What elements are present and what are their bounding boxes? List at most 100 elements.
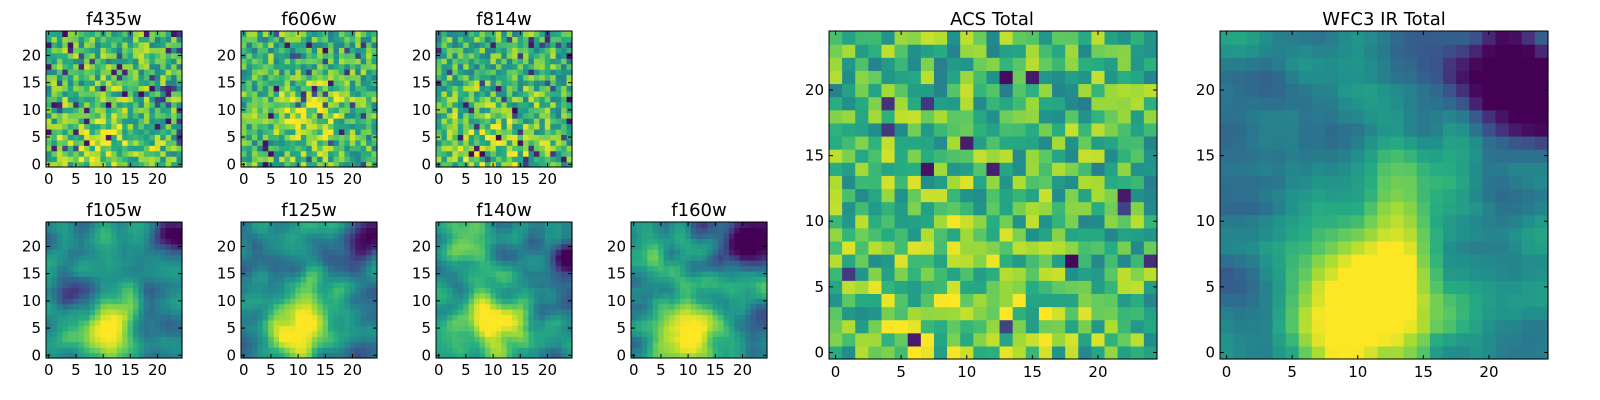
heatmap-cell [84, 52, 91, 59]
heatmap-cell [894, 214, 909, 229]
heatmap-cell [512, 341, 519, 348]
heatmap-cell [723, 341, 730, 348]
heatmap-cell [855, 332, 869, 347]
heatmap-cell [300, 112, 307, 119]
heatmap-cell [84, 74, 91, 81]
heatmap-cell [100, 112, 107, 119]
heatmap-cell [1091, 240, 1106, 255]
heatmap-cell [51, 227, 58, 234]
heatmap-cell [750, 325, 757, 332]
heatmap-cell [452, 222, 459, 229]
heatmap-cell [62, 69, 69, 76]
heatmap-cell [46, 74, 53, 81]
heatmap-cell [338, 90, 345, 97]
heatmap-cell [360, 222, 367, 229]
heatmap-cell [349, 79, 356, 86]
heatmap-cell [46, 150, 53, 157]
heatmap-cell [344, 249, 351, 256]
heatmap-cell [89, 260, 96, 267]
heatmap-cell [973, 332, 988, 347]
heatmap-cell [1143, 345, 1158, 360]
heatmap-cell [718, 303, 725, 310]
heatmap-cell [154, 260, 161, 267]
heatmap-cell [512, 270, 519, 277]
heatmap-cell [371, 303, 378, 310]
heatmap-cell [105, 265, 112, 272]
heatmap-cell [333, 101, 340, 108]
heatmap-cell [707, 319, 714, 326]
heatmap-cell [143, 281, 150, 288]
heatmap-cell [366, 281, 373, 288]
heatmap-cell [176, 232, 183, 239]
heatmap-cell [474, 96, 481, 103]
heatmap-cell [73, 330, 80, 337]
heatmap-cell [566, 347, 573, 354]
heatmap-cell [84, 79, 91, 86]
heatmap-cell [154, 118, 161, 125]
heatmap-cell [67, 292, 74, 299]
heatmap-cell [78, 260, 85, 267]
heatmap-cell [295, 52, 302, 59]
heatmap-cell [647, 260, 654, 267]
heatmap-cell [707, 330, 714, 337]
heatmap-cell [669, 330, 676, 337]
heatmap-cell [116, 79, 123, 86]
heatmap-cell [718, 330, 725, 337]
heatmap-cell [51, 249, 58, 256]
heatmap-cell [62, 96, 69, 103]
heatmap-cell [669, 314, 676, 321]
heatmap-cell [479, 319, 486, 326]
heatmap-cell [636, 309, 643, 316]
heatmap-cell [479, 145, 486, 152]
heatmap-cell [756, 341, 763, 348]
heatmap-cell [960, 149, 974, 163]
heatmap-cell [111, 47, 118, 54]
heatmap-cell [268, 85, 275, 92]
heatmap-cell [366, 74, 373, 81]
heatmap-cell [349, 63, 356, 70]
heatmap-cell [986, 149, 1001, 163]
heatmap-cell [539, 139, 546, 146]
heatmap-cell [641, 347, 648, 354]
heatmap-cell [355, 90, 362, 97]
heatmap-cell [241, 341, 248, 348]
heatmap-cell [67, 101, 74, 108]
heatmap-cell [333, 139, 340, 146]
heatmap-cell [56, 41, 63, 48]
heatmap-cell [701, 254, 708, 261]
heatmap-cell [62, 341, 69, 348]
heatmap-cell [257, 52, 264, 59]
heatmap-cell [122, 118, 129, 125]
heatmap-cell [349, 292, 356, 299]
heatmap-cell [696, 292, 703, 299]
heatmap-cell [133, 52, 140, 59]
heatmap-cell [73, 90, 80, 97]
heatmap-cell [479, 287, 486, 294]
heatmap-cell [506, 319, 513, 326]
heatmap-cell [311, 270, 318, 277]
heatmap-cell [366, 303, 373, 310]
heatmap-cell [696, 352, 703, 359]
heatmap-cell [636, 276, 643, 283]
heatmap-cell [506, 249, 513, 256]
heatmap-cell [696, 347, 703, 354]
heatmap-cell [105, 238, 112, 245]
heatmap-cell [868, 214, 883, 229]
heatmap-cell [436, 145, 443, 152]
heatmap-cell [441, 85, 448, 92]
heatmap-cell [829, 293, 843, 308]
heatmap-cell [67, 352, 74, 359]
heatmap-cell [273, 139, 280, 146]
heatmap-cell [333, 63, 340, 70]
heatmap-cell [143, 298, 150, 305]
heatmap-cell [89, 309, 96, 316]
heatmap-cell [67, 260, 74, 267]
heatmap-cell [111, 85, 118, 92]
heatmap-cell [251, 319, 258, 326]
heatmap-cell [46, 319, 53, 326]
heatmap-cell [333, 281, 340, 288]
heatmap-cell [78, 281, 85, 288]
heatmap-cell [360, 69, 367, 76]
heatmap-cell [479, 118, 486, 125]
heatmap-cell [46, 123, 53, 130]
